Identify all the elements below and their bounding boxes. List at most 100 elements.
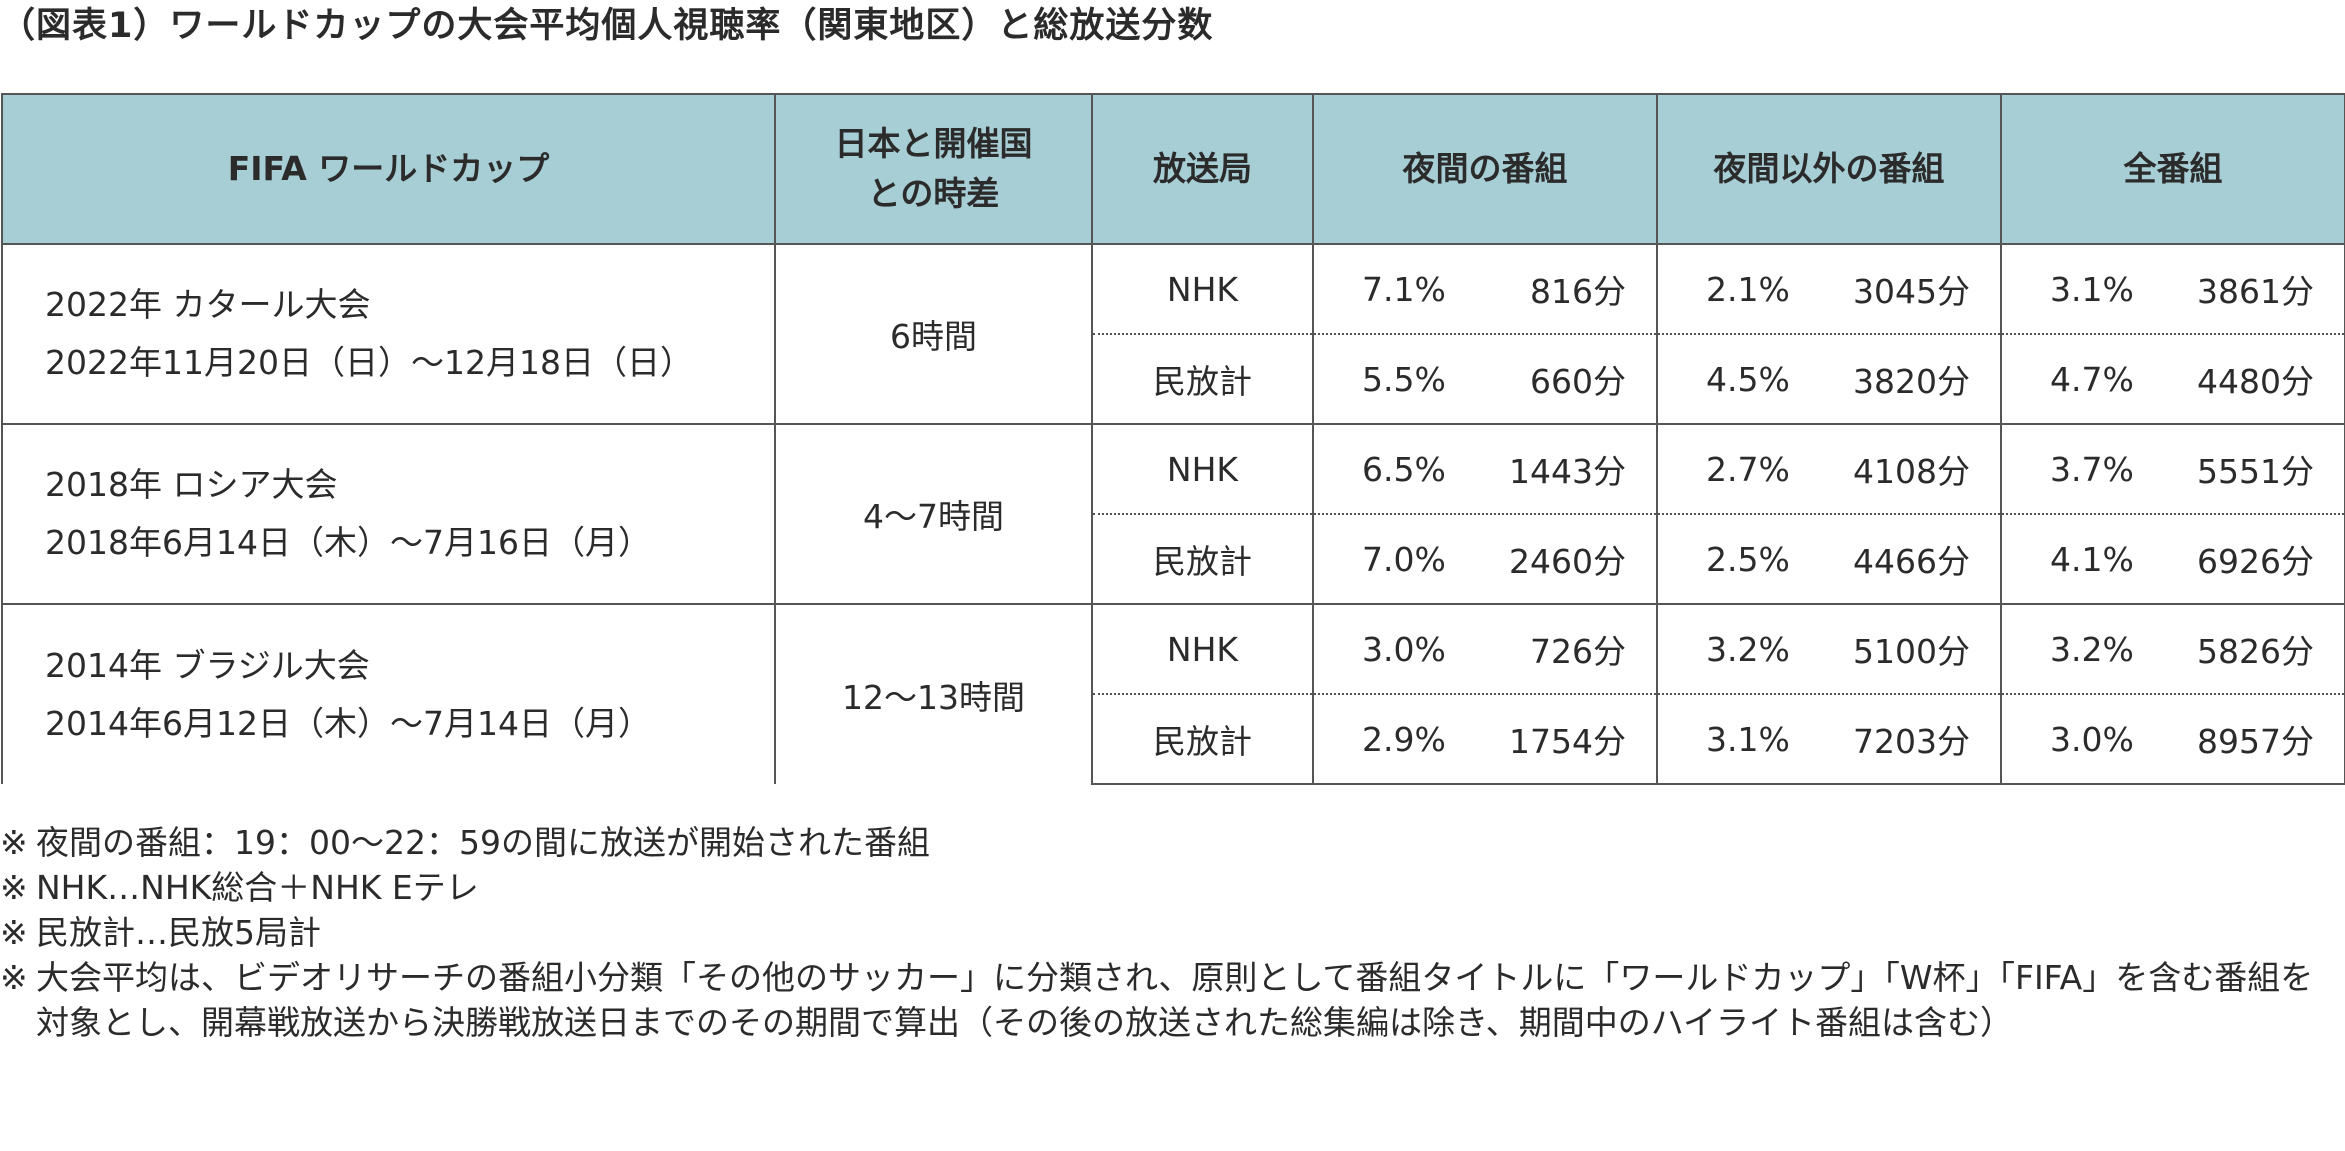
non-night-rating: 2.1% — [1706, 269, 1790, 309]
footnotes: ※ 夜間の番組：19：00〜22：59の間に放送が開始された番組 ※ NHK…NHK… — [0, 820, 2345, 1045]
event-dates: 2022年11月20日（日）〜12月18日（日） — [45, 343, 693, 382]
footnote: ※ 大会平均は、ビデオリサーチの番組小分類「その他のサッカー」に分類され、原則とし… — [0, 955, 2345, 1045]
table-row: 2018年 ロシア大会 2018年6月14日（木）〜7月16日（月） 4〜7時間… — [1, 423, 2345, 604]
night-minutes: 2460分 — [1509, 542, 1626, 581]
table-row: 民放計 7.0% 2460分 2.5% 4466分 4.1% 6926分 — [2, 514, 2345, 605]
event-cell: 2018年 ロシア大会 2018年6月14日（木）〜7月16日（月） — [1, 423, 776, 604]
all-rating: 3.1% — [2050, 269, 2134, 309]
note-text: 民放計…民放5局計 — [36, 913, 321, 952]
night-rating: 7.1% — [1362, 269, 1446, 309]
night-minutes: 660分 — [1530, 362, 1626, 401]
non-night-rating: 3.2% — [1706, 629, 1790, 669]
all-minutes: 3861分 — [2197, 272, 2314, 311]
non-night-cell: 2.5% 4466分 — [1656, 514, 2002, 605]
all-cell: 3.2% 5826分 — [2000, 603, 2345, 695]
note-mark: ※ — [0, 958, 28, 997]
station-cell: NHK — [1091, 243, 1314, 335]
event-name: 2022年 カタール大会 — [45, 285, 371, 324]
worldcup-ratings-table: FIFA ワールドカップ 日本と開催国 との時差 放送局 夜間の番組 夜間以外の… — [1, 93, 2345, 785]
all-minutes: 6926分 — [2197, 542, 2314, 581]
night-minutes: 1754分 — [1509, 722, 1626, 761]
non-night-rating: 4.5% — [1706, 359, 1790, 399]
station-cell: 民放計 — [1091, 694, 1314, 785]
event-dates: 2014年6月12日（木）〜7月14日（月） — [45, 703, 651, 743]
night-rating: 2.9% — [1362, 719, 1446, 759]
non-night-cell: 2.7% 4108分 — [1656, 423, 2002, 515]
header-all: 全番組 — [2000, 93, 2345, 245]
non-night-minutes: 5100分 — [1853, 632, 1970, 671]
header-non-night: 夜間以外の番組 — [1656, 93, 2002, 245]
non-night-minutes: 4108分 — [1853, 452, 1970, 491]
header-row: FIFA ワールドカップ 日本と開催国 との時差 放送局 夜間の番組 夜間以外の… — [1, 93, 2345, 245]
header-event: FIFA ワールドカップ — [1, 93, 776, 245]
non-night-cell: 2.1% 3045分 — [1656, 243, 2002, 335]
night-cell: 6.5% 1443分 — [1312, 423, 1658, 515]
note-text: NHK…NHK総合＋NHK Eテレ — [36, 868, 479, 907]
note-text: 夜間の番組：19：00〜22：59の間に放送が開始された番組 — [36, 823, 930, 862]
night-minutes: 1443分 — [1509, 452, 1626, 491]
note-mark: ※ — [0, 868, 28, 907]
night-cell: 3.0% 726分 — [1312, 603, 1658, 695]
footnote: ※ NHK…NHK総合＋NHK Eテレ — [0, 865, 2345, 910]
non-night-rating: 3.1% — [1706, 719, 1790, 759]
event-name: 2014年 ブラジル大会 — [45, 645, 370, 685]
night-rating: 3.0% — [1362, 629, 1446, 669]
station-cell: 民放計 — [1091, 334, 1314, 425]
non-night-minutes: 7203分 — [1853, 722, 1970, 761]
all-minutes: 5551分 — [2197, 452, 2314, 491]
all-minutes: 8957分 — [2197, 722, 2314, 761]
all-cell: 3.0% 8957分 — [2000, 694, 2345, 785]
footnote: ※ 夜間の番組：19：00〜22：59の間に放送が開始された番組 — [0, 820, 2345, 865]
all-rating: 3.2% — [2050, 629, 2134, 669]
event-dates: 2018年6月14日（木）〜7月16日（月） — [45, 523, 651, 562]
page-title: （図表1）ワールドカップの大会平均個人視聴率（関東地区）と総放送分数 — [0, 6, 1214, 46]
event-cell: 2014年 ブラジル大会 2014年6月12日（木）〜7月14日（月） — [1, 603, 776, 784]
table-row: 民放計 2.9% 1754分 3.1% 7203分 3.0% 8957分 — [2, 694, 2345, 785]
note-mark: ※ — [0, 913, 28, 952]
non-night-rating: 2.5% — [1706, 539, 1790, 579]
station-cell: 民放計 — [1091, 514, 1314, 605]
all-rating: 3.0% — [2050, 719, 2134, 759]
night-cell: 5.5% 660分 — [1312, 334, 1658, 425]
note-mark: ※ — [0, 823, 28, 862]
header-timediff-line1: 日本と開催国 — [834, 124, 1033, 163]
header-night: 夜間の番組 — [1312, 93, 1658, 245]
night-rating: 6.5% — [1362, 449, 1446, 489]
all-minutes: 5826分 — [2197, 632, 2314, 671]
header-station: 放送局 — [1091, 93, 1314, 245]
night-rating: 7.0% — [1362, 539, 1446, 579]
non-night-minutes: 3045分 — [1853, 272, 1970, 311]
all-cell: 3.7% 5551分 — [2000, 423, 2345, 515]
night-cell: 7.1% 816分 — [1312, 243, 1658, 335]
all-cell: 4.1% 6926分 — [2000, 514, 2345, 605]
station-cell: NHK — [1091, 423, 1314, 515]
all-rating: 4.1% — [2050, 539, 2134, 579]
footnote: ※ 民放計…民放5局計 — [0, 910, 2345, 955]
header-timediff: 日本と開催国 との時差 — [774, 93, 1093, 245]
timediff-cell: 4〜7時間 — [774, 423, 1093, 604]
event-name: 2018年 ロシア大会 — [45, 465, 338, 504]
table-row: 民放計 5.5% 660分 4.5% 3820分 4.7% 4480分 — [2, 334, 2345, 425]
table-row: 2014年 ブラジル大会 2014年6月12日（木）〜7月14日（月） 12〜1… — [1, 603, 2345, 784]
event-cell: 2022年 カタール大会 2022年11月20日（日）〜12月18日（日） — [1, 243, 776, 424]
non-night-cell: 4.5% 3820分 — [1656, 334, 2002, 425]
non-night-cell: 3.1% 7203分 — [1656, 694, 2002, 785]
all-rating: 3.7% — [2050, 449, 2134, 489]
night-minutes: 816分 — [1530, 272, 1626, 311]
timediff-cell: 6時間 — [774, 243, 1093, 424]
non-night-cell: 3.2% 5100分 — [1656, 603, 2002, 695]
night-cell: 2.9% 1754分 — [1312, 694, 1658, 785]
timediff-cell: 12〜13時間 — [774, 603, 1093, 784]
header-timediff-line2: との時差 — [867, 174, 1000, 213]
non-night-minutes: 4466分 — [1853, 542, 1970, 581]
all-cell: 4.7% 4480分 — [2000, 334, 2345, 425]
all-minutes: 4480分 — [2197, 362, 2314, 401]
night-minutes: 726分 — [1530, 632, 1626, 671]
station-cell: NHK — [1091, 603, 1314, 695]
night-cell: 7.0% 2460分 — [1312, 514, 1658, 605]
all-cell: 3.1% 3861分 — [2000, 243, 2345, 335]
table-row: 2022年 カタール大会 2022年11月20日（日）〜12月18日（日） 6時… — [1, 243, 2345, 424]
note-text: 大会平均は、ビデオリサーチの番組小分類「その他のサッカー」に分類され、原則として… — [36, 958, 2314, 1042]
non-night-rating: 2.7% — [1706, 449, 1790, 489]
night-rating: 5.5% — [1362, 359, 1446, 399]
